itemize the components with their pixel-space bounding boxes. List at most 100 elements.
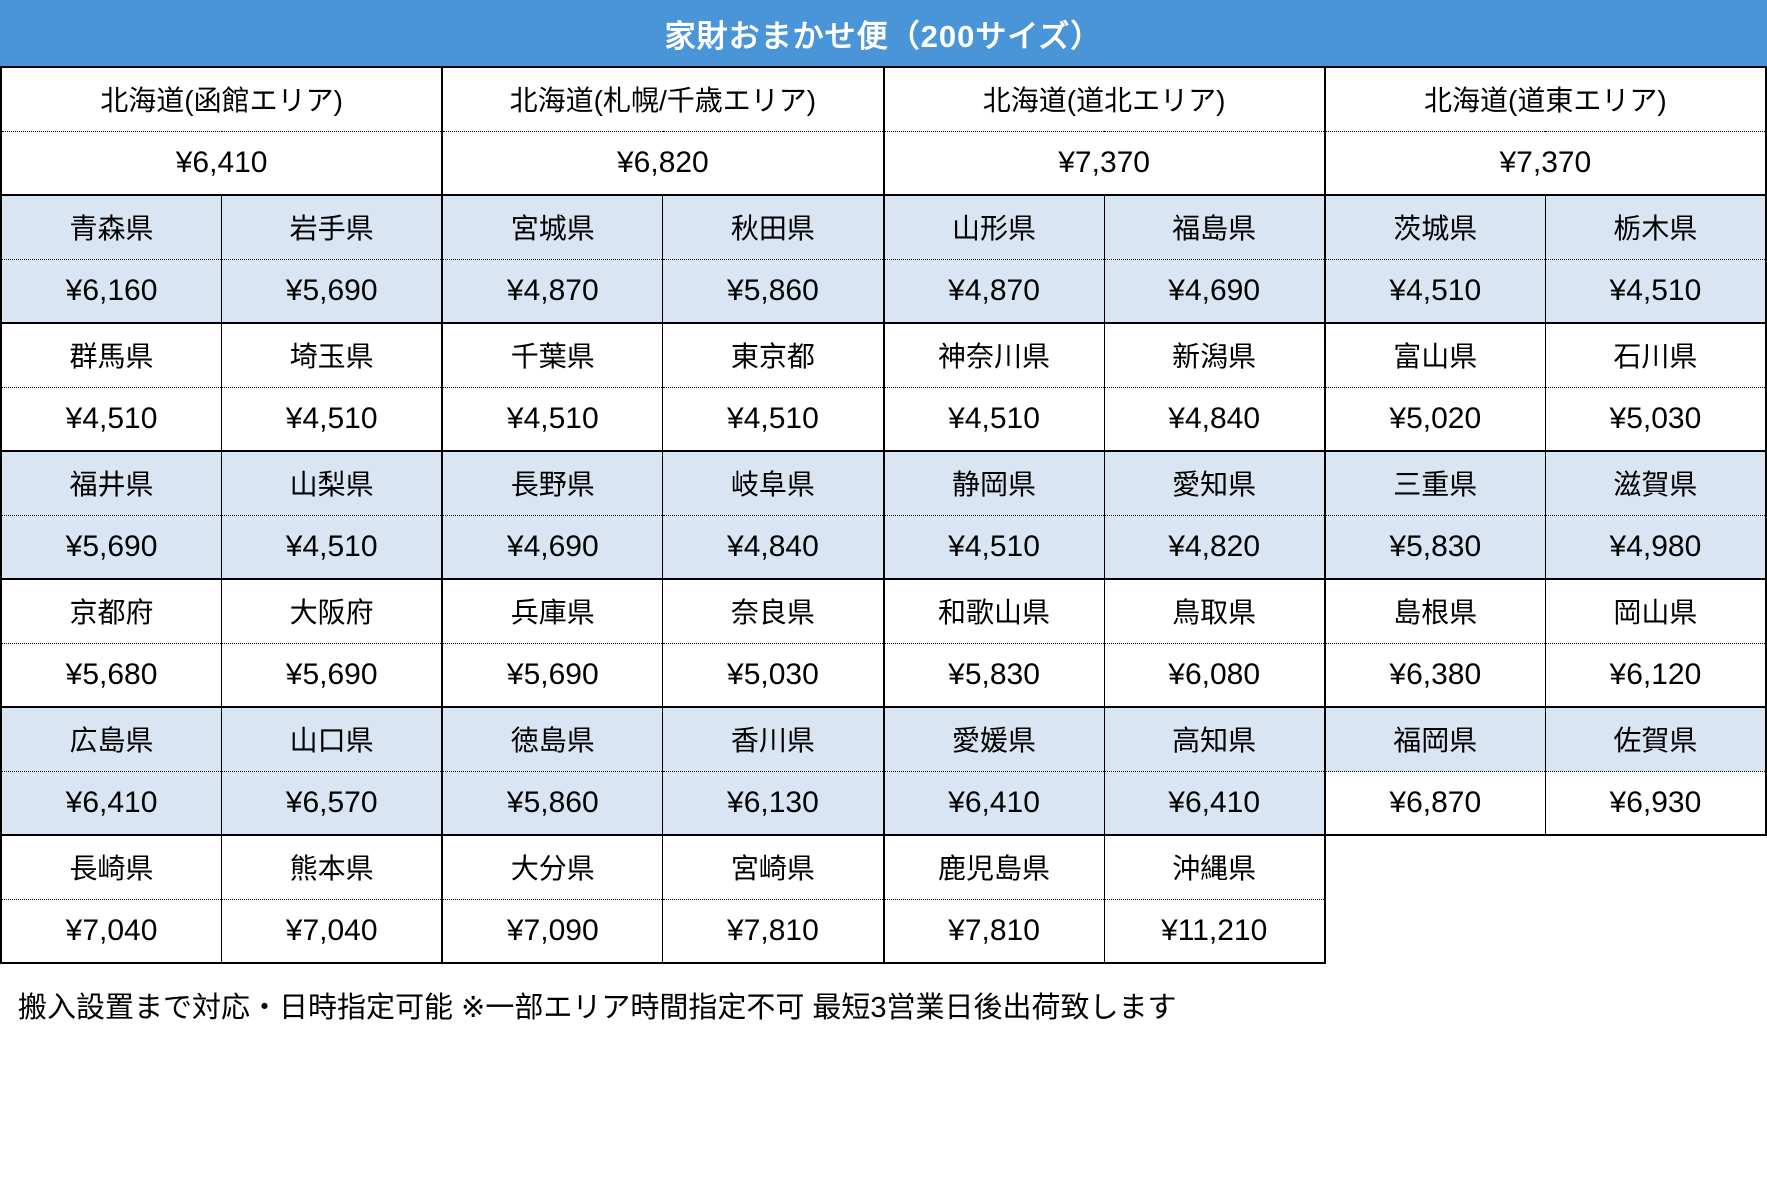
prefecture-price-cell: ¥4,510	[882, 386, 1105, 451]
hokkaido-area-cell: 北海道(道東エリア)	[1323, 66, 1767, 131]
hokkaido-area-cell: 北海道(札幌/千歳エリア)	[441, 66, 884, 131]
prefecture-price-cell: ¥5,030	[662, 642, 884, 707]
hokkaido-area-row: 北海道(函館エリア) 北海道(札幌/千歳エリア) 北海道(道北エリア) 北海道(…	[0, 66, 1767, 131]
prefecture-name-cell: 香川県	[662, 706, 884, 771]
hokkaido-price-cell: ¥6,410	[0, 130, 443, 195]
prefecture-price-cell: ¥5,860	[441, 770, 663, 835]
prefecture-price-cell: ¥5,020	[1323, 386, 1546, 451]
hokkaido-price-row: ¥6,410 ¥6,820 ¥7,370 ¥7,370	[0, 130, 1767, 195]
prefecture-name-cell: 岡山県	[1544, 578, 1767, 643]
hokkaido-price-cell: ¥6,820	[441, 130, 884, 195]
prefecture-price-cell: ¥6,930	[1544, 770, 1767, 836]
prefecture-price-cell: ¥7,810	[662, 898, 884, 964]
prefecture-name-cell: 宮城県	[441, 194, 663, 259]
hokkaido-area-cell: 北海道(道北エリア)	[882, 66, 1325, 131]
prefecture-price-row: ¥6,410 ¥6,570 ¥5,860 ¥6,130 ¥6,410 ¥6,410 ¥6,8…	[0, 770, 1767, 836]
prefecture-price-cell: ¥5,860	[662, 258, 884, 323]
prefecture-name-cell: 滋賀県	[1544, 450, 1767, 515]
prefecture-price-cell: ¥4,510	[221, 386, 443, 451]
prefecture-name-cell: 広島県	[0, 706, 222, 771]
prefecture-name-row: 群馬県 埼玉県 千葉県 東京都 神奈川県 新潟県 富山県 石川県	[0, 322, 1767, 387]
prefecture-name-cell: 岩手県	[221, 194, 443, 259]
prefecture-price-cell: ¥4,840	[662, 514, 884, 579]
prefecture-price-cell: ¥4,510	[1323, 258, 1546, 323]
prefecture-name-cell: 神奈川県	[882, 322, 1105, 387]
hokkaido-area-cell: 北海道(函館エリア)	[0, 66, 443, 131]
prefecture-name-cell: 福岡県	[1323, 706, 1546, 771]
prefecture-price-cell: ¥11,210	[1103, 898, 1326, 964]
prefecture-name-cell: 新潟県	[1103, 322, 1325, 387]
prefecture-price-cell: ¥4,510	[882, 514, 1105, 579]
prefecture-name-cell: 長崎県	[0, 834, 222, 899]
prefecture-name-cell: 石川県	[1544, 322, 1767, 387]
prefecture-name-cell: 青森県	[0, 194, 222, 259]
prefecture-price-cell: ¥4,820	[1103, 514, 1325, 579]
prefecture-name-cell: 大分県	[441, 834, 663, 899]
prefecture-name-cell: 熊本県	[221, 834, 443, 899]
empty-region	[1324, 899, 1546, 963]
prefecture-name-cell: 沖縄県	[1103, 834, 1326, 899]
prefecture-price-row: ¥4,510 ¥4,510 ¥4,510 ¥4,510 ¥4,510 ¥4,840 ¥5,0…	[0, 386, 1767, 451]
prefecture-section: 青森県 岩手県 宮城県 秋田県 山形県 福島県 茨城県 栃木県 ¥6,160 ¥5,690 ¥4,8…	[0, 194, 1767, 964]
prefecture-price-row: ¥5,680 ¥5,690 ¥5,690 ¥5,030 ¥5,830 ¥6,080 ¥6,3…	[0, 642, 1767, 707]
prefecture-price-cell: ¥5,690	[221, 642, 443, 707]
prefecture-name-cell: 和歌山県	[882, 578, 1105, 643]
prefecture-price-cell: ¥7,810	[882, 898, 1105, 964]
prefecture-name-cell: 群馬県	[0, 322, 222, 387]
prefecture-price-row: ¥7,040 ¥7,040 ¥7,090 ¥7,810 ¥7,810 ¥11,210	[0, 898, 1766, 964]
prefecture-name-row: 福井県 山梨県 長野県 岐阜県 静岡県 愛知県 三重県 滋賀県	[0, 450, 1767, 515]
prefecture-price-cell: ¥6,380	[1323, 642, 1546, 707]
prefecture-name-cell: 福島県	[1103, 194, 1325, 259]
prefecture-name-cell: 奈良県	[662, 578, 884, 643]
prefecture-name-cell: 静岡県	[882, 450, 1105, 515]
prefecture-price-cell: ¥6,410	[1103, 770, 1325, 835]
hokkaido-price-cell: ¥7,370	[1323, 130, 1767, 195]
prefecture-name-cell: 鹿児島県	[882, 834, 1105, 899]
footer-note: 搬入設置まで対応・日時指定可能 ※一部エリア時間指定不可 最短3営業日後出荷致し…	[18, 992, 1177, 1024]
prefecture-price-cell: ¥7,040	[0, 898, 222, 964]
prefecture-price-cell: ¥4,870	[441, 258, 663, 323]
hokkaido-price-cell: ¥7,370	[882, 130, 1325, 195]
prefecture-name-cell: 山形県	[882, 194, 1105, 259]
prefecture-name-cell: 茨城県	[1323, 194, 1546, 259]
empty-region	[1324, 835, 1546, 899]
prefecture-price-cell: ¥5,830	[882, 642, 1105, 707]
prefecture-price-cell: ¥6,130	[662, 770, 884, 835]
prefecture-name-cell: 徳島県	[441, 706, 663, 771]
prefecture-price-cell: ¥6,120	[1544, 642, 1767, 707]
prefecture-name-cell: 愛媛県	[882, 706, 1105, 771]
table-title: 家財おまかせ便（200サイズ）	[0, 0, 1767, 66]
prefecture-price-cell: ¥5,680	[0, 642, 222, 707]
prefecture-name-cell: 宮崎県	[662, 834, 884, 899]
prefecture-name-row: 青森県 岩手県 宮城県 秋田県 山形県 福島県 茨城県 栃木県	[0, 194, 1767, 259]
prefecture-price-cell: ¥4,690	[1103, 258, 1325, 323]
prefecture-price-cell: ¥4,510	[0, 386, 222, 451]
prefecture-price-cell: ¥4,690	[441, 514, 663, 579]
prefecture-price-cell: ¥6,570	[221, 770, 443, 835]
prefecture-name-cell: 京都府	[0, 578, 222, 643]
prefecture-name-cell: 栃木県	[1544, 194, 1767, 259]
empty-region	[1545, 899, 1766, 963]
prefecture-name-cell: 福井県	[0, 450, 222, 515]
prefecture-price-row: ¥5,690 ¥4,510 ¥4,690 ¥4,840 ¥4,510 ¥4,820 ¥5,8…	[0, 514, 1767, 579]
prefecture-price-cell: ¥5,830	[1323, 514, 1546, 579]
prefecture-price-cell: ¥6,080	[1103, 642, 1325, 707]
prefecture-name-cell: 山梨県	[221, 450, 443, 515]
prefecture-price-cell: ¥7,040	[221, 898, 443, 964]
prefecture-name-cell: 鳥取県	[1103, 578, 1325, 643]
prefecture-price-cell: ¥5,690	[441, 642, 663, 707]
prefecture-name-cell: 富山県	[1323, 322, 1546, 387]
prefecture-name-row: 長崎県 熊本県 大分県 宮崎県 鹿児島県 沖縄県	[0, 834, 1766, 899]
prefecture-name-cell: 千葉県	[441, 322, 663, 387]
prefecture-price-cell: ¥5,690	[0, 514, 222, 579]
prefecture-price-cell: ¥4,980	[1544, 514, 1767, 579]
prefecture-name-cell: 佐賀県	[1544, 706, 1767, 771]
prefecture-price-cell: ¥6,160	[0, 258, 222, 323]
prefecture-price-cell: ¥6,410	[0, 770, 222, 835]
prefecture-price-row: ¥6,160 ¥5,690 ¥4,870 ¥5,860 ¥4,870 ¥4,690 ¥4,5…	[0, 258, 1767, 323]
prefecture-name-cell: 秋田県	[662, 194, 884, 259]
prefecture-name-cell: 愛知県	[1103, 450, 1325, 515]
prefecture-price-cell: ¥6,870	[1323, 770, 1546, 836]
prefecture-name-cell: 兵庫県	[441, 578, 663, 643]
